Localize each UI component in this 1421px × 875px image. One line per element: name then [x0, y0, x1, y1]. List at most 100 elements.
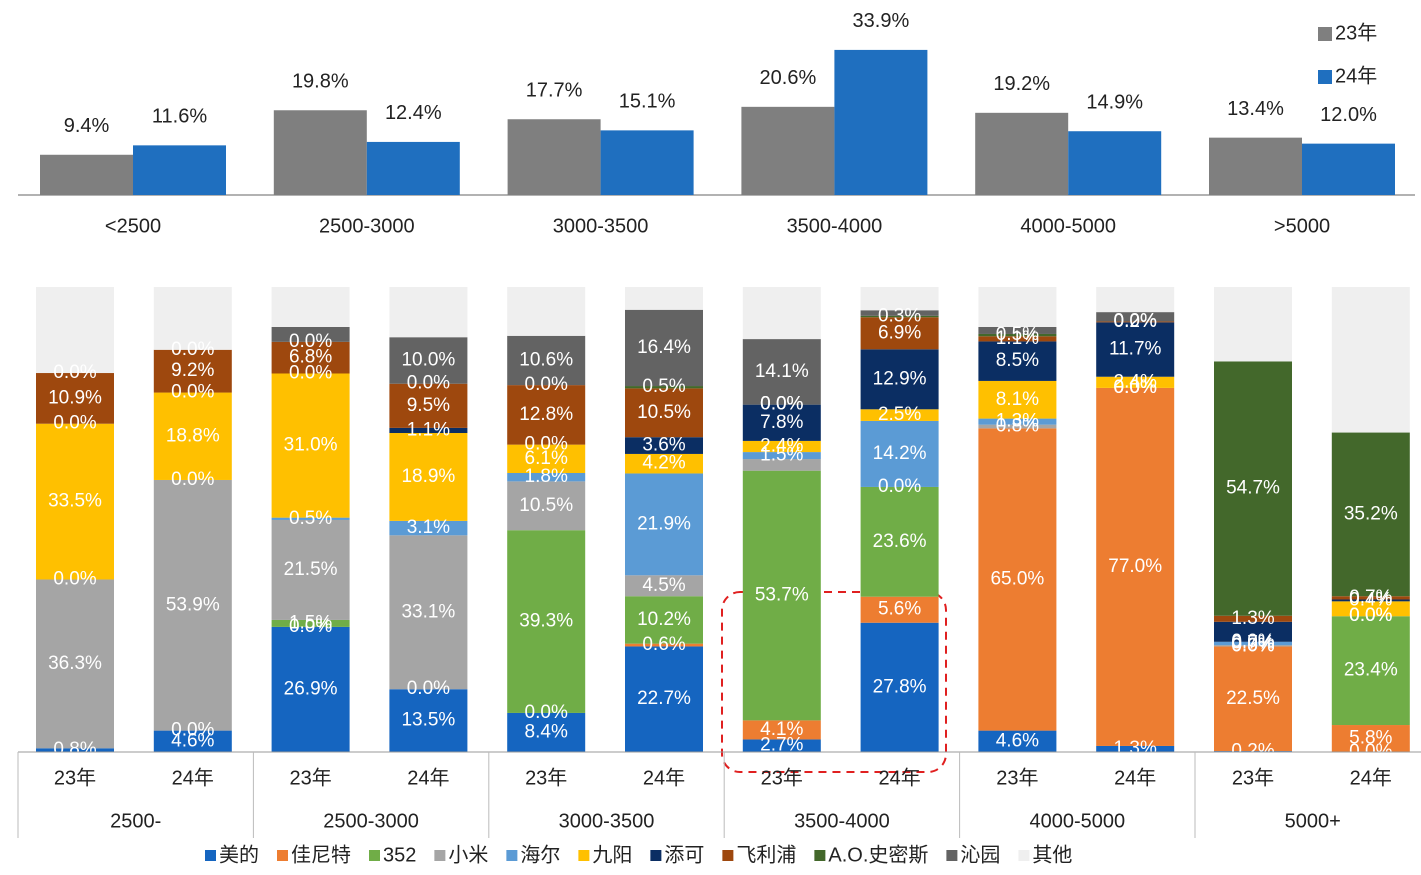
- value-label: 4.2%: [642, 453, 685, 474]
- segment: [1096, 321, 1175, 323]
- segment: [507, 481, 586, 531]
- group-label: 2500-3000: [323, 810, 419, 832]
- value-label: 9.5%: [407, 395, 450, 416]
- segment: [507, 335, 586, 386]
- value-label: 4.6%: [171, 730, 214, 751]
- segment: [1096, 322, 1175, 377]
- value-label: 0.0%: [171, 720, 214, 741]
- value-label: 0.0%: [289, 616, 332, 637]
- segment: [742, 459, 821, 471]
- x-tick-label: 4000-5000: [1020, 215, 1116, 237]
- segment: [507, 473, 586, 482]
- value-label: 54.7%: [1226, 478, 1280, 499]
- segment: [271, 287, 350, 327]
- segment: [507, 530, 586, 713]
- value-label: 2.5%: [878, 404, 921, 425]
- x-tick-label: 23年: [525, 766, 567, 789]
- segment: [978, 418, 1057, 425]
- group-label: 2500-: [110, 810, 161, 832]
- x-tick-label: 23年: [289, 766, 331, 789]
- segment: [271, 619, 350, 627]
- value-label: 2.4%: [1114, 371, 1157, 392]
- value-label: 0.0%: [878, 476, 921, 497]
- segment: [1096, 376, 1175, 388]
- value-label: 0.8%: [53, 739, 96, 760]
- value-label: 0.0%: [525, 434, 568, 455]
- segment: [271, 519, 350, 620]
- segment: [1096, 745, 1175, 752]
- value-label: 39.3%: [519, 611, 573, 632]
- value-label: 2.7%: [760, 735, 803, 756]
- x-tick-label: 24年: [1350, 766, 1392, 789]
- value-label: 1.3%: [1114, 738, 1157, 759]
- value-label: 8.4%: [525, 721, 568, 742]
- value-label: 16.4%: [637, 337, 691, 358]
- value-label: 0.0%: [53, 569, 96, 590]
- value-label: 26.9%: [284, 678, 338, 699]
- bar: [975, 112, 1069, 195]
- x-tick-label: 24年: [407, 766, 449, 789]
- value-label: 0.0%: [171, 339, 214, 360]
- value-label: 8.5%: [996, 350, 1039, 371]
- segment: [1214, 287, 1292, 362]
- value-label: 17.7%: [526, 80, 583, 102]
- group-label: 3000-3500: [559, 810, 655, 832]
- value-label: 10.6%: [519, 349, 573, 370]
- value-label: 22.7%: [637, 688, 691, 709]
- segment: [1214, 646, 1292, 752]
- segment: [1331, 287, 1410, 433]
- value-label: 23.4%: [1344, 660, 1398, 681]
- x-tick-label: 24年: [878, 766, 920, 789]
- value-label: 0.8%: [996, 416, 1039, 437]
- value-label: 0.0%: [760, 394, 803, 415]
- value-label: 1.8%: [525, 466, 568, 487]
- value-label: 0.0%: [1349, 605, 1392, 626]
- segment: [153, 349, 232, 393]
- segment: [860, 317, 939, 350]
- value-label: 11.6%: [152, 106, 207, 128]
- segment: [625, 473, 703, 576]
- segment: [1096, 387, 1175, 746]
- segment: [625, 643, 703, 647]
- legend-label: 飞利浦: [736, 843, 796, 866]
- value-label: 9.2%: [171, 360, 214, 381]
- segment: [507, 385, 586, 445]
- value-label: 0.0%: [1114, 377, 1157, 398]
- bar: [273, 110, 367, 195]
- legend-swatch: [650, 850, 662, 861]
- segment: [1214, 361, 1292, 616]
- group-label: 4000-5000: [1029, 810, 1125, 832]
- segment: [1096, 287, 1175, 313]
- value-label: 8.1%: [996, 389, 1039, 410]
- segment: [625, 287, 703, 310]
- legend-label: A.O.史密斯: [828, 843, 928, 866]
- value-label: 0.0%: [171, 469, 214, 490]
- value-label: 0.0%: [1231, 635, 1274, 656]
- value-label: 0.2%: [1231, 741, 1274, 762]
- value-label: 33.5%: [48, 491, 102, 512]
- segment: [36, 423, 114, 580]
- segment: [742, 339, 821, 405]
- x-tick-label: 3500-4000: [787, 215, 883, 237]
- segment: [389, 287, 468, 338]
- bar: [133, 145, 226, 195]
- segment: [625, 388, 703, 438]
- segment: [271, 326, 350, 342]
- bar: [741, 106, 835, 195]
- x-tick-label: 3000-3500: [553, 215, 649, 237]
- segment: [742, 739, 821, 752]
- x-tick-label: 24年: [643, 766, 685, 789]
- value-label: 1.1%: [407, 419, 450, 440]
- value-label: 10.2%: [637, 609, 691, 630]
- segment: [153, 730, 232, 752]
- value-label: 53.7%: [755, 585, 809, 606]
- value-label: 11.7%: [1109, 339, 1162, 360]
- segment: [625, 646, 703, 752]
- bar: [600, 130, 694, 195]
- legend-label: 美的: [219, 843, 259, 866]
- segment: [860, 486, 939, 597]
- segment: [978, 730, 1057, 752]
- legend-swatch: [1318, 70, 1332, 84]
- legend-swatch: [506, 850, 518, 861]
- segment: [507, 712, 586, 752]
